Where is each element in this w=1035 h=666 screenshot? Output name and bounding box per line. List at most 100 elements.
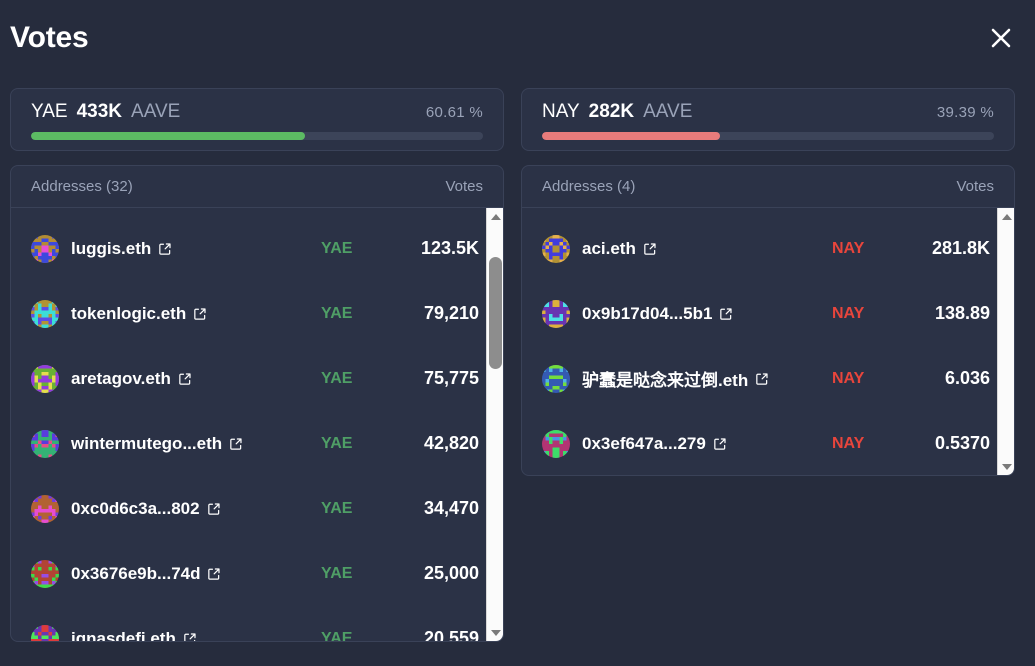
- avatar: [542, 234, 570, 263]
- address-label: 0xc0d6c3a...802: [71, 498, 200, 518]
- vote-amount: 281.8K: [931, 238, 990, 258]
- avatar: [31, 429, 59, 458]
- address-rows-nay: aci.eth NAY 281.8K 0x9b17d04...5b1 NAY 138.89…: [522, 208, 990, 475]
- table-row[interactable]: 0xc0d6c3a...802 YAE 34,470: [11, 476, 479, 541]
- list-body-yae: luggis.eth YAE 123.5K tokenlogic.eth YAE 79,2…: [11, 208, 503, 641]
- external-link-icon: [644, 242, 656, 255]
- avatar: [31, 364, 59, 393]
- votes-header-label-nay: Votes: [956, 178, 994, 195]
- scroll-up-arrow-nay[interactable]: [998, 208, 1014, 225]
- close-button[interactable]: [981, 18, 1021, 58]
- addresses-header-label-yae: Addresses (32): [31, 178, 133, 195]
- summary-token-nay: AAVE: [643, 101, 693, 122]
- vote-amount: 20,559: [423, 628, 479, 641]
- scrollbar-yae[interactable]: [486, 208, 503, 641]
- page-title: Votes: [10, 21, 89, 54]
- avatar: [31, 299, 59, 328]
- address-link[interactable]: 0x3ef647a...279: [582, 434, 832, 454]
- external-link-icon: [720, 307, 733, 320]
- table-row[interactable]: 0x9b17d04...5b1 NAY 138.89: [522, 281, 990, 346]
- summary-left-nay: NAY 282K AAVE: [542, 101, 692, 123]
- vote-amount: 75,775: [423, 368, 479, 388]
- votes-header-label-yae: Votes: [445, 178, 483, 195]
- summary-card-nay: NAY 282K AAVE 39.39 %: [521, 88, 1015, 151]
- address-link[interactable]: luggis.eth: [71, 239, 321, 259]
- scrollbar-nay[interactable]: [997, 208, 1014, 475]
- vote-choice-badge: YAE: [321, 434, 353, 452]
- summary-amount-nay: 282K: [588, 101, 635, 122]
- external-link-icon: [208, 567, 221, 580]
- external-link-icon: [207, 502, 220, 515]
- table-row[interactable]: tokenlogic.eth YAE 79,210: [11, 281, 479, 346]
- scroll-up-arrow-yae[interactable]: [487, 208, 503, 225]
- vote-choice-badge: YAE: [321, 564, 353, 582]
- table-row[interactable]: ignasdefi.eth YAE 20,559: [11, 606, 479, 641]
- address-link[interactable]: wintermutego...eth: [71, 434, 321, 454]
- vote-amount: 25,000: [423, 563, 479, 583]
- table-row[interactable]: 驴蠢是哒念来过倒.eth NAY 6.036: [522, 346, 990, 411]
- address-label: 0x3ef647a...279: [582, 433, 706, 453]
- address-list-card-yae: Addresses (32) Votes luggis.eth YAE 123.5K…: [10, 165, 504, 642]
- address-link[interactable]: 0x9b17d04...5b1: [582, 304, 832, 324]
- address-label: wintermutego...eth: [71, 433, 223, 453]
- vote-amount: 138.89: [934, 303, 990, 323]
- avatar: [542, 299, 570, 328]
- external-link-icon: [714, 437, 726, 450]
- vote-amount: 0.5370: [934, 433, 990, 453]
- summary-choice-label-nay: NAY: [542, 101, 580, 122]
- addresses-header-label-nay: Addresses (4): [542, 178, 636, 195]
- list-body-nay: aci.eth NAY 281.8K 0x9b17d04...5b1 NAY 138.89…: [522, 208, 1014, 475]
- summary-percent-yae: 60.61 %: [425, 104, 483, 121]
- address-link[interactable]: 0x3676e9b...74d: [71, 564, 321, 584]
- table-row[interactable]: aretagov.eth YAE 75,775: [11, 346, 479, 411]
- avatar: [31, 234, 59, 263]
- scroll-down-arrow-yae[interactable]: [487, 624, 503, 641]
- external-link-icon: [230, 437, 242, 450]
- vote-choice-badge: NAY: [832, 434, 865, 452]
- list-header-nay: Addresses (4) Votes: [522, 166, 1014, 208]
- vote-choice-badge: YAE: [321, 629, 353, 642]
- vote-amount: 34,470: [423, 498, 479, 518]
- table-row[interactable]: 0x3676e9b...74d YAE 25,000: [11, 541, 479, 606]
- address-link[interactable]: 驴蠢是哒念来过倒.eth: [582, 366, 832, 391]
- avatar: [31, 559, 59, 588]
- scrollbar-thumb-yae[interactable]: [489, 256, 502, 369]
- progress-fill-nay: [542, 132, 721, 140]
- address-label: 0x3676e9b...74d: [71, 563, 201, 583]
- address-label: 驴蠢是哒念来过倒.eth: [582, 371, 749, 390]
- address-link[interactable]: aretagov.eth: [71, 369, 321, 389]
- address-label: 0x9b17d04...5b1: [582, 303, 713, 323]
- summary-amount-yae: 433K: [76, 101, 123, 122]
- summary-left-yae: YAE 433K AAVE: [31, 101, 180, 123]
- address-link[interactable]: aci.eth: [582, 239, 832, 259]
- address-label: tokenlogic.eth: [71, 303, 187, 323]
- vote-choice-badge: YAE: [321, 499, 353, 517]
- progress-track-nay: [542, 132, 994, 140]
- vote-amount: 42,820: [423, 433, 479, 453]
- table-row[interactable]: wintermutego...eth YAE 42,820: [11, 411, 479, 476]
- external-link-icon: [184, 632, 196, 641]
- table-row[interactable]: 0x3ef647a...279 NAY 0.5370: [522, 411, 990, 475]
- progress-track-yae: [31, 132, 483, 140]
- address-link[interactable]: ignasdefi.eth: [71, 629, 321, 641]
- address-label: aretagov.eth: [71, 368, 171, 388]
- summary-token-yae: AAVE: [131, 101, 181, 122]
- modal-header: Votes: [0, 0, 1035, 76]
- address-link[interactable]: tokenlogic.eth: [71, 304, 321, 324]
- summary-top-nay: NAY 282K AAVE 39.39 %: [542, 101, 994, 123]
- votes-columns: YAE 433K AAVE 60.61 % Addresses (32) Vot…: [0, 88, 1035, 666]
- column-nay: NAY 282K AAVE 39.39 % Addresses (4) Vote…: [521, 88, 1015, 666]
- close-icon: [988, 25, 1014, 51]
- column-yae: YAE 433K AAVE 60.61 % Addresses (32) Vot…: [10, 88, 504, 666]
- scroll-down-arrow-nay[interactable]: [998, 458, 1014, 475]
- list-header-yae: Addresses (32) Votes: [11, 166, 503, 208]
- table-row[interactable]: aci.eth NAY 281.8K: [522, 216, 990, 281]
- address-label: luggis.eth: [71, 238, 152, 258]
- address-link[interactable]: 0xc0d6c3a...802: [71, 499, 321, 519]
- vote-amount: 123.5K: [420, 238, 479, 258]
- vote-amount: 6.036: [944, 368, 990, 388]
- vote-choice-badge: YAE: [321, 369, 353, 387]
- vote-choice-badge: NAY: [832, 239, 865, 257]
- external-link-icon: [194, 307, 206, 320]
- table-row[interactable]: luggis.eth YAE 123.5K: [11, 216, 479, 281]
